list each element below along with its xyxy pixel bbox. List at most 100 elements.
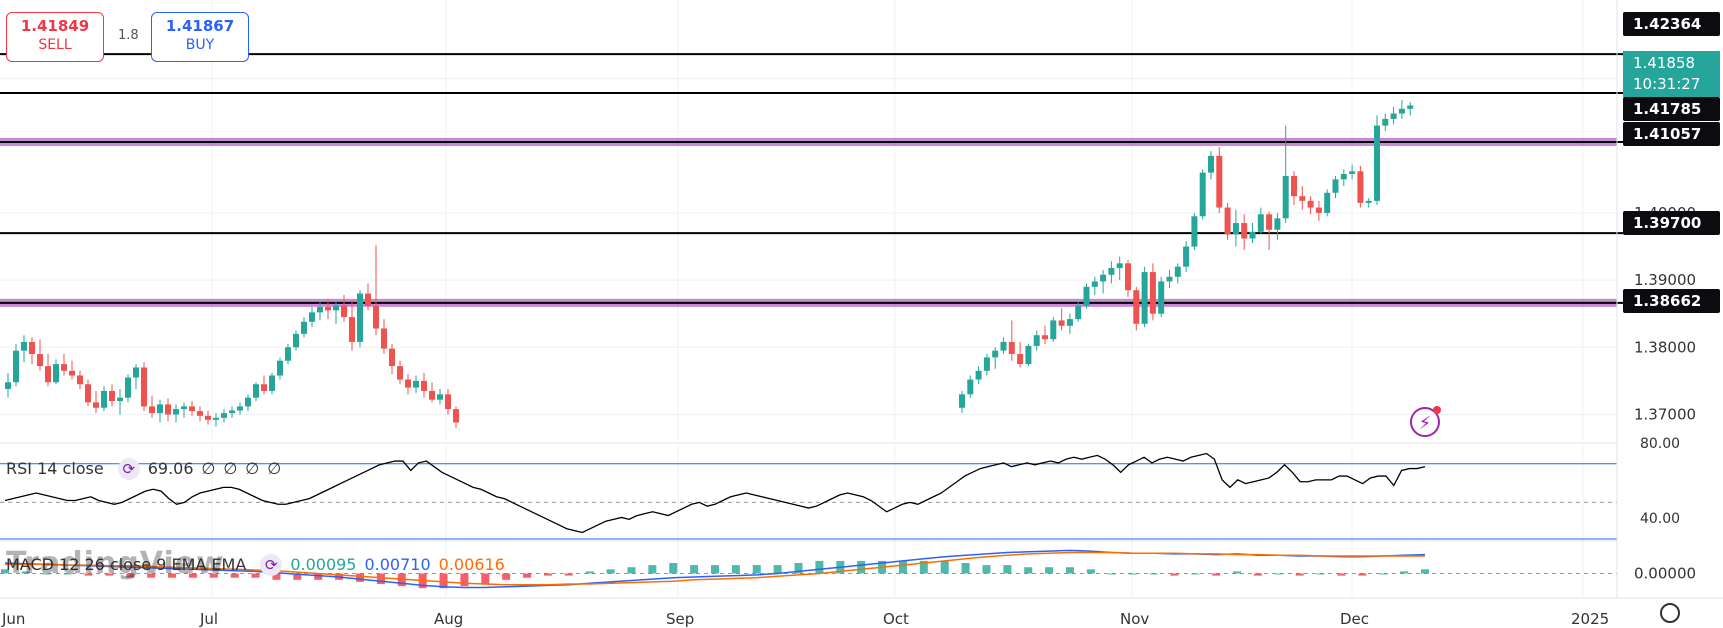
candle-body xyxy=(1199,172,1206,217)
x-tick-label: Nov xyxy=(1120,610,1149,628)
candle-body xyxy=(173,409,179,415)
rsi-extra-1: ∅ xyxy=(223,458,238,478)
candle-body xyxy=(77,375,83,385)
candle-body xyxy=(1075,305,1082,320)
candle-body xyxy=(1407,105,1414,109)
macd-histogram-bar xyxy=(543,573,552,576)
macd-histogram-bar xyxy=(585,571,594,574)
x-tick-label: Dec xyxy=(1340,610,1369,628)
candle-body xyxy=(1183,246,1190,267)
gear-icon[interactable] xyxy=(1660,603,1680,623)
macd-histogram-bar xyxy=(126,573,135,578)
candle-body xyxy=(61,364,67,371)
price-tag-3: 1.41057 xyxy=(1623,122,1720,146)
macd-histogram-bar xyxy=(314,573,323,580)
candle-body xyxy=(341,305,347,318)
macd-histogram-bar xyxy=(481,573,490,584)
candle-body xyxy=(325,306,331,311)
candle-body xyxy=(213,417,219,420)
current-price-tag: 1.41858 10:31:27 xyxy=(1623,51,1720,97)
macd-histogram-bar xyxy=(773,565,782,574)
candle-body xyxy=(389,348,395,367)
rsi-legend[interactable]: RSI 14 close ⟳ 69.06 ∅ ∅ ∅ ∅ xyxy=(6,458,289,480)
candle-body xyxy=(959,394,965,408)
macd-histogram-bar xyxy=(1191,573,1200,575)
candle-body xyxy=(285,347,291,361)
macd-histogram-bar xyxy=(1379,573,1388,575)
candle-body xyxy=(1374,125,1380,201)
macd-histogram-bar xyxy=(815,560,824,574)
macd-legend[interactable]: MACD 12 26 close 9 EMA EMA ⟳ 0.00095 0.0071… xyxy=(6,554,513,576)
candle-body xyxy=(397,366,403,380)
candle-body xyxy=(101,390,107,408)
x-tick-label: 2025 xyxy=(1571,610,1609,628)
macd-hist-value: 0.00095 xyxy=(290,554,357,574)
candle-body xyxy=(21,341,27,351)
buy-label: BUY xyxy=(185,37,215,53)
macd-histogram-bar xyxy=(1295,573,1304,576)
settings-icon[interactable]: ⟳ xyxy=(260,554,283,576)
spread-value: 1.8 xyxy=(118,28,139,43)
x-tick-label: Sep xyxy=(666,610,694,628)
candle-body xyxy=(1315,207,1322,213)
macd-histogram-bar xyxy=(1003,565,1012,574)
macd-signal-value: 0.00616 xyxy=(438,554,505,574)
candle-body xyxy=(357,293,363,342)
price-tag-2: 1.41785 xyxy=(1623,97,1720,121)
sell-button[interactable]: 1.41849 SELL xyxy=(6,12,104,62)
macd-histogram-bar xyxy=(84,573,93,576)
rsi-legend-value: 69.06 xyxy=(147,458,194,478)
macd-histogram-bar xyxy=(272,573,281,580)
candle-body xyxy=(197,411,203,416)
macd-histogram-bar xyxy=(1107,573,1116,575)
candle-body xyxy=(421,380,427,391)
candle-body xyxy=(1083,286,1090,306)
macd-histogram-bar xyxy=(1421,569,1429,574)
macd-histogram-bar xyxy=(731,565,740,574)
rsi-line xyxy=(4,452,1426,534)
sell-label: SELL xyxy=(38,37,72,53)
candle-body xyxy=(1307,200,1314,208)
price-tag-4: 1.39700 xyxy=(1623,211,1720,235)
buy-button[interactable]: 1.41867 BUY xyxy=(151,12,249,62)
bolt-icon[interactable]: ⚡ xyxy=(1410,407,1440,437)
candle-body xyxy=(181,406,187,410)
candle-body xyxy=(967,379,974,395)
macd-histogram-bar xyxy=(919,560,928,574)
macd-histogram-bar xyxy=(1400,571,1409,574)
rsi-legend-name: RSI 14 close xyxy=(6,458,104,478)
candle-body xyxy=(85,384,91,403)
candle-body xyxy=(45,366,51,383)
candle-body xyxy=(1299,196,1306,201)
rsi-pane xyxy=(0,452,1617,540)
macd-histogram-bar xyxy=(168,573,177,578)
candle-body xyxy=(277,360,283,376)
candle-body xyxy=(1332,179,1339,193)
candle-body xyxy=(381,328,387,349)
macd-histogram-bar xyxy=(711,565,719,574)
rsi-extra-2: ∅ xyxy=(245,458,260,478)
candle-body xyxy=(437,394,443,400)
candle-body xyxy=(1149,272,1156,314)
candle-body xyxy=(429,390,435,400)
candle-body xyxy=(1274,218,1281,230)
candle-body xyxy=(1241,223,1248,239)
macd-histogram-bar xyxy=(21,571,30,574)
macd-histogram-bar xyxy=(1337,573,1346,576)
candle-body xyxy=(93,402,99,408)
macd-histogram-bar xyxy=(606,569,615,574)
candle-body xyxy=(253,384,259,398)
candle-body xyxy=(1266,214,1273,230)
macd-histogram-bar xyxy=(42,573,51,575)
candle-body xyxy=(445,394,451,410)
macd-histogram-bar xyxy=(1253,573,1262,576)
candle-body xyxy=(117,397,123,402)
candle-body xyxy=(1033,335,1040,346)
macd-histogram-bar xyxy=(1128,573,1137,575)
macd-histogram-bar xyxy=(63,573,72,575)
settings-icon[interactable]: ⟳ xyxy=(117,458,140,480)
macd-histogram-bar xyxy=(1233,571,1242,574)
macd-histogram-bar xyxy=(794,563,803,574)
